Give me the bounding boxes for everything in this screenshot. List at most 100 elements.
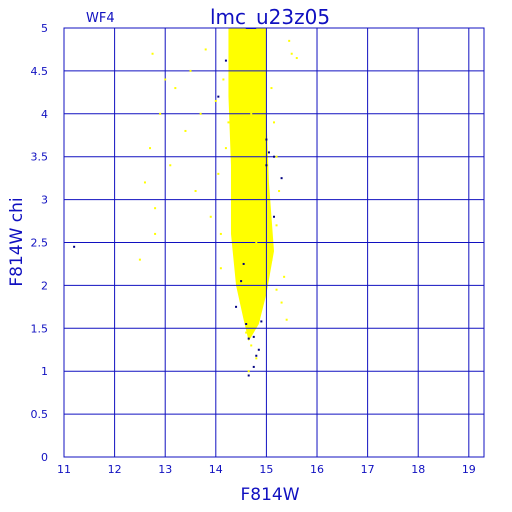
- data-point: [255, 357, 258, 360]
- data-point: [250, 112, 253, 115]
- y-tick-label: 3.5: [31, 151, 49, 164]
- data-point: [250, 344, 253, 347]
- flagged-data-point: [252, 335, 255, 338]
- data-point: [270, 87, 273, 90]
- x-tick-label: 19: [462, 463, 476, 476]
- data-point: [245, 215, 248, 218]
- data-point: [240, 61, 243, 64]
- data-point: [257, 151, 260, 154]
- data-point: [245, 87, 248, 90]
- data-point: [273, 121, 275, 124]
- points-layer: [73, 31, 298, 377]
- data-point: [219, 232, 222, 235]
- data-point: [288, 39, 291, 42]
- flagged-data-point: [240, 280, 243, 283]
- data-point: [255, 241, 258, 244]
- data-point: [262, 177, 265, 180]
- flagged-data-point: [235, 305, 238, 308]
- data-point: [194, 190, 197, 193]
- data-point: [159, 112, 162, 115]
- data-point: [247, 370, 250, 373]
- y-tick-label: 4.5: [31, 65, 49, 78]
- flagged-data-point: [242, 262, 245, 265]
- y-tick-label: 2.5: [31, 237, 49, 250]
- data-point: [214, 99, 217, 102]
- data-point: [242, 31, 245, 34]
- data-point: [174, 87, 177, 90]
- data-point: [255, 138, 258, 141]
- data-point: [154, 232, 157, 235]
- flagged-data-point: [217, 95, 220, 98]
- y-tick-label: 4: [41, 108, 48, 121]
- data-point: [242, 74, 245, 77]
- y-tick-label: 3: [41, 194, 48, 207]
- data-point: [138, 258, 141, 261]
- data-point: [250, 228, 253, 231]
- data-point: [169, 164, 172, 167]
- data-point: [260, 254, 263, 257]
- data-point: [184, 129, 187, 132]
- flagged-data-point: [280, 177, 283, 180]
- panel-label: WF4: [86, 11, 115, 26]
- data-point: [257, 318, 260, 321]
- data-point: [222, 78, 225, 81]
- flagged-data-point: [265, 164, 268, 167]
- x-axis-label: F814W: [240, 485, 299, 505]
- chart-title: lmc_u23z05: [210, 5, 330, 29]
- data-point: [275, 288, 278, 291]
- data-point: [237, 267, 240, 270]
- data-point: [235, 190, 238, 193]
- data-point: [262, 35, 265, 38]
- data-point: [242, 280, 245, 283]
- flagged-data-point: [224, 59, 227, 62]
- x-tick-label: 11: [57, 463, 71, 476]
- data-point: [217, 172, 220, 175]
- flagged-data-point: [245, 323, 248, 326]
- data-point: [275, 155, 278, 158]
- flagged-data-point: [247, 374, 250, 377]
- data-point: [224, 147, 227, 150]
- data-point: [164, 78, 167, 81]
- data-point: [252, 305, 255, 308]
- data-point: [232, 35, 235, 38]
- data-point: [245, 331, 248, 334]
- y-tick-label: 2: [41, 279, 48, 292]
- y-axis-label: F814W chi: [7, 197, 27, 286]
- flagged-data-point: [260, 320, 263, 323]
- plot-frame: [63, 27, 485, 458]
- data-point: [240, 202, 243, 205]
- y-tick-label: 1.5: [31, 322, 49, 335]
- data-point: [295, 57, 298, 60]
- data-point: [229, 95, 232, 98]
- flagged-data-point: [273, 155, 275, 158]
- data-point: [252, 125, 255, 128]
- data-point: [247, 292, 250, 295]
- flagged-data-point: [252, 365, 255, 368]
- y-tick-label: 0: [41, 451, 48, 464]
- data-point: [219, 267, 222, 270]
- data-point: [280, 301, 283, 304]
- flagged-data-point: [265, 138, 268, 141]
- data-point: [151, 52, 154, 55]
- x-tick-label: 15: [259, 463, 273, 476]
- y-tick-label: 1: [41, 365, 48, 378]
- data-point: [283, 275, 286, 278]
- x-tick-label: 13: [158, 463, 172, 476]
- point-density-cloud: [228, 28, 274, 342]
- data-point: [275, 224, 278, 227]
- data-point: [189, 69, 192, 72]
- data-point: [149, 147, 152, 150]
- data-point: [260, 164, 263, 167]
- data-point: [278, 190, 281, 193]
- y-tick-label: 0.5: [31, 408, 49, 421]
- flagged-data-point: [273, 215, 275, 218]
- x-tick-label: 12: [108, 463, 122, 476]
- x-tick-label: 17: [361, 463, 375, 476]
- data-point: [143, 181, 146, 184]
- tick-layer: 11 12 13 14 15 16 17 18 19 0 0.5 1 1.5 2 2.5 3 3.5 4 4.5 5: [31, 22, 476, 476]
- x-tick-label: 14: [209, 463, 223, 476]
- flagged-data-point: [267, 151, 270, 154]
- data-point: [270, 258, 273, 261]
